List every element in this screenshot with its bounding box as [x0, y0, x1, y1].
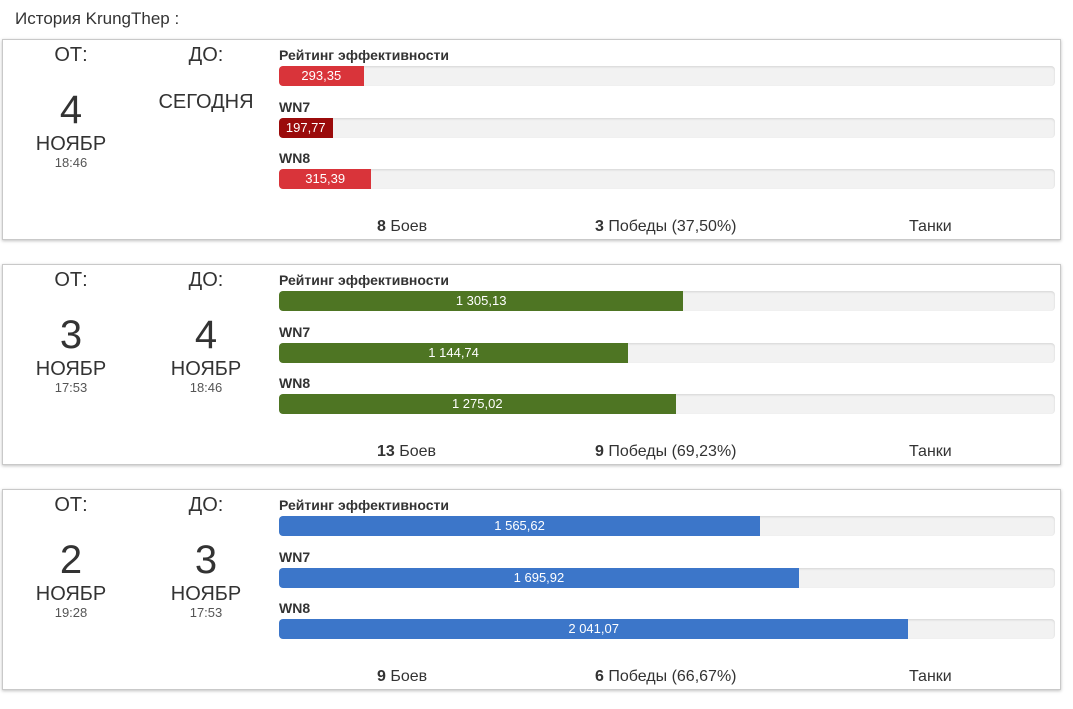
- to-time: 17:53: [189, 605, 223, 620]
- from-time: 19:28: [54, 605, 88, 620]
- battles-label: Боев: [390, 668, 428, 685]
- wn7-bar-track: 1 144,74: [279, 343, 1055, 363]
- wins-stat: 3 Победы (37,50%): [595, 218, 737, 236]
- rating-label: Рейтинг эффективности: [279, 47, 450, 63]
- page-title: История KrungThep :: [15, 9, 180, 28]
- battles-stat: 13 Боев: [377, 443, 436, 461]
- wn8-label: WN8: [279, 600, 311, 616]
- rating-bar: 1 305,13: [279, 291, 684, 311]
- wins-percent: (37,50%): [671, 218, 737, 235]
- wins-count: 9: [595, 443, 604, 460]
- from-day: 3: [59, 313, 83, 357]
- wn7-bar-track: 1 695,92: [279, 568, 1055, 588]
- tanks-link[interactable]: Танки: [909, 443, 952, 460]
- tanks-link[interactable]: Танки: [909, 218, 952, 235]
- wins-count: 6: [595, 668, 604, 685]
- wn8-bar: 1 275,02: [279, 394, 676, 414]
- to-day: 3: [194, 538, 218, 582]
- battles-count: 9: [377, 668, 386, 685]
- to-month: НОЯБР: [170, 358, 242, 380]
- wins-label: Победы: [608, 443, 668, 460]
- from-day: 2: [59, 538, 83, 582]
- wins-label: Победы: [608, 218, 668, 235]
- rating-bar-track: 1 305,13: [279, 291, 1055, 311]
- wn7-label: WN7: [279, 99, 311, 115]
- rating-label: Рейтинг эффективности: [279, 272, 450, 288]
- rating-bar-track: 1 565,62: [279, 516, 1055, 536]
- wins-percent: (69,23%): [671, 443, 737, 460]
- rating-label: Рейтинг эффективности: [279, 497, 450, 513]
- to-time: 18:46: [189, 380, 223, 395]
- wn7-bar: 1 695,92: [279, 568, 799, 588]
- from-time: 17:53: [54, 380, 88, 395]
- session-card: ОТ: 2 НОЯБР 19:28 ДО: 3 НОЯБР 17:53 Рейт…: [2, 489, 1061, 690]
- wn8-bar-track: 315,39: [279, 169, 1055, 189]
- wn8-label: WN8: [279, 375, 311, 391]
- wn7-bar-track: 197,77: [279, 118, 1055, 138]
- wn8-bar-track: 1 275,02: [279, 394, 1055, 414]
- battles-stat: 9 Боев: [377, 668, 427, 686]
- battles-label: Боев: [399, 443, 437, 460]
- session-card: ОТ: 3 НОЯБР 17:53 ДО: 4 НОЯБР 18:46 Рейт…: [2, 264, 1061, 465]
- from-month: НОЯБР: [35, 583, 107, 605]
- battles-label: Боев: [390, 218, 428, 235]
- battles-count: 13: [377, 443, 395, 460]
- from-day: 4: [59, 88, 83, 132]
- tanks-link[interactable]: Танки: [909, 668, 952, 685]
- wn7-label: WN7: [279, 549, 311, 565]
- wn8-bar-track: 2 041,07: [279, 619, 1055, 639]
- from-label: ОТ:: [54, 44, 88, 66]
- wins-percent: (66,67%): [671, 668, 737, 685]
- to-label: ДО:: [188, 269, 224, 291]
- to-label: ДО:: [188, 44, 224, 66]
- wn7-bar: 1 144,74: [279, 343, 629, 363]
- rating-bar: 1 565,62: [279, 516, 761, 536]
- battles-count: 8: [377, 218, 386, 235]
- wn7-bar: 197,77: [279, 118, 333, 138]
- to-month: НОЯБР: [170, 583, 242, 605]
- wn7-label: WN7: [279, 324, 311, 340]
- to-today: СЕГОДНЯ: [158, 91, 254, 113]
- from-time: 18:46: [54, 155, 88, 170]
- from-label: ОТ:: [54, 494, 88, 516]
- from-month: НОЯБР: [35, 358, 107, 380]
- rating-bar-track: 293,35: [279, 66, 1055, 86]
- wins-stat: 9 Победы (69,23%): [595, 443, 737, 461]
- wins-count: 3: [595, 218, 604, 235]
- to-day: 4: [194, 313, 218, 357]
- rating-bar: 293,35: [279, 66, 364, 86]
- session-card: ОТ: 4 НОЯБР 18:46 ДО: СЕГОДНЯ Рейтинг эф…: [2, 39, 1061, 240]
- from-label: ОТ:: [54, 269, 88, 291]
- wn8-bar: 2 041,07: [279, 619, 909, 639]
- wn8-bar: 315,39: [279, 169, 372, 189]
- wins-label: Победы: [608, 668, 668, 685]
- battles-stat: 8 Боев: [377, 218, 427, 236]
- from-month: НОЯБР: [35, 133, 107, 155]
- wn8-label: WN8: [279, 150, 311, 166]
- to-label: ДО:: [188, 494, 224, 516]
- wins-stat: 6 Победы (66,67%): [595, 668, 737, 686]
